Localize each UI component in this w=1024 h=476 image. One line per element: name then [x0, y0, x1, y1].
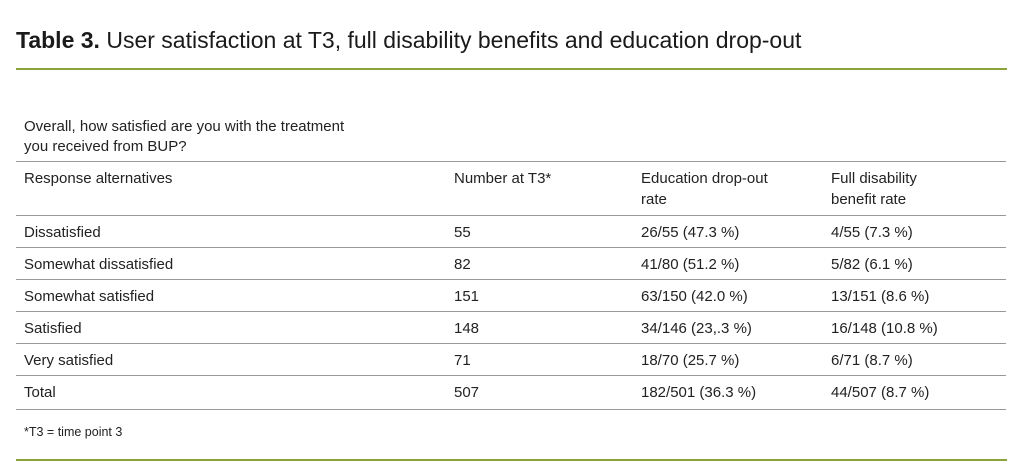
table-label: Table 3.	[16, 27, 100, 53]
cell: 55	[446, 215, 633, 248]
cell: 44/507 (8.7 %)	[823, 375, 1006, 410]
cell: 26/55 (47.3 %)	[633, 215, 823, 248]
table-title: Table 3. User satisfaction at T3, full d…	[16, 27, 801, 54]
cell: 4/55 (7.3 %)	[823, 215, 1006, 248]
table-row: Very satisfied 71 18/70 (25.7 %) 6/71 (8.7 …	[16, 343, 1006, 376]
cell: 148	[446, 311, 633, 344]
cell: 507	[446, 375, 633, 410]
cell: 6/71 (8.7 %)	[823, 343, 1006, 376]
table-row: Somewhat dissatisfied 82 41/80 (51.2 %) 5/8…	[16, 247, 1006, 280]
header-response: Response alternatives	[16, 161, 446, 216]
cell: 34/146 (23,.3 %)	[633, 311, 823, 344]
header-disability: Full disability benefit rate	[823, 161, 1006, 216]
cell: Total	[16, 375, 446, 410]
table-row: Satisfied 148 34/146 (23,.3 %) 16/148 (10.8…	[16, 311, 1006, 344]
cell: Somewhat dissatisfied	[16, 247, 446, 280]
question-line: Overall, how satisfied are you with the …	[24, 118, 345, 135]
cell: Very satisfied	[16, 343, 446, 376]
cell: 71	[446, 343, 633, 376]
bottom-divider	[16, 459, 1007, 461]
table-caption: User satisfaction at T3, full disability…	[106, 27, 802, 53]
cell: 5/82 (6.1 %)	[823, 247, 1006, 280]
header-dropout: Education drop-out rate	[633, 161, 823, 216]
table-row: Somewhat satisfied 151 63/150 (42.0 %) 13/1…	[16, 279, 1006, 312]
survey-question: Overall, how satisfied are you with the …	[24, 117, 344, 157]
table-row: Dissatisfied 55 26/55 (47.3 %) 4/55 (7.3 %)	[16, 215, 1006, 248]
cell: 13/151 (8.6 %)	[823, 279, 1006, 312]
cell: Dissatisfied	[16, 215, 446, 248]
cell: 63/150 (42.0 %)	[633, 279, 823, 312]
cell: 18/70 (25.7 %)	[633, 343, 823, 376]
header-number: Number at T3*	[446, 161, 633, 216]
cell: 16/148 (10.8 %)	[823, 311, 1006, 344]
footnote: *T3 = time point 3	[24, 425, 123, 439]
header-row: Response alternatives Number at T3* Educ…	[16, 161, 1006, 216]
cell: 82	[446, 247, 633, 280]
top-divider	[16, 68, 1007, 70]
results-table: Response alternatives Number at T3* Educ…	[16, 161, 1006, 410]
cell: 151	[446, 279, 633, 312]
question-line: you received from BUP?	[24, 138, 187, 155]
cell: 41/80 (51.2 %)	[633, 247, 823, 280]
cell: Somewhat satisfied	[16, 279, 446, 312]
cell: 182/501 (36.3 %)	[633, 375, 823, 410]
total-row: Total 507 182/501 (36.3 %) 44/507 (8.7 %)	[16, 375, 1006, 410]
cell: Satisfied	[16, 311, 446, 344]
